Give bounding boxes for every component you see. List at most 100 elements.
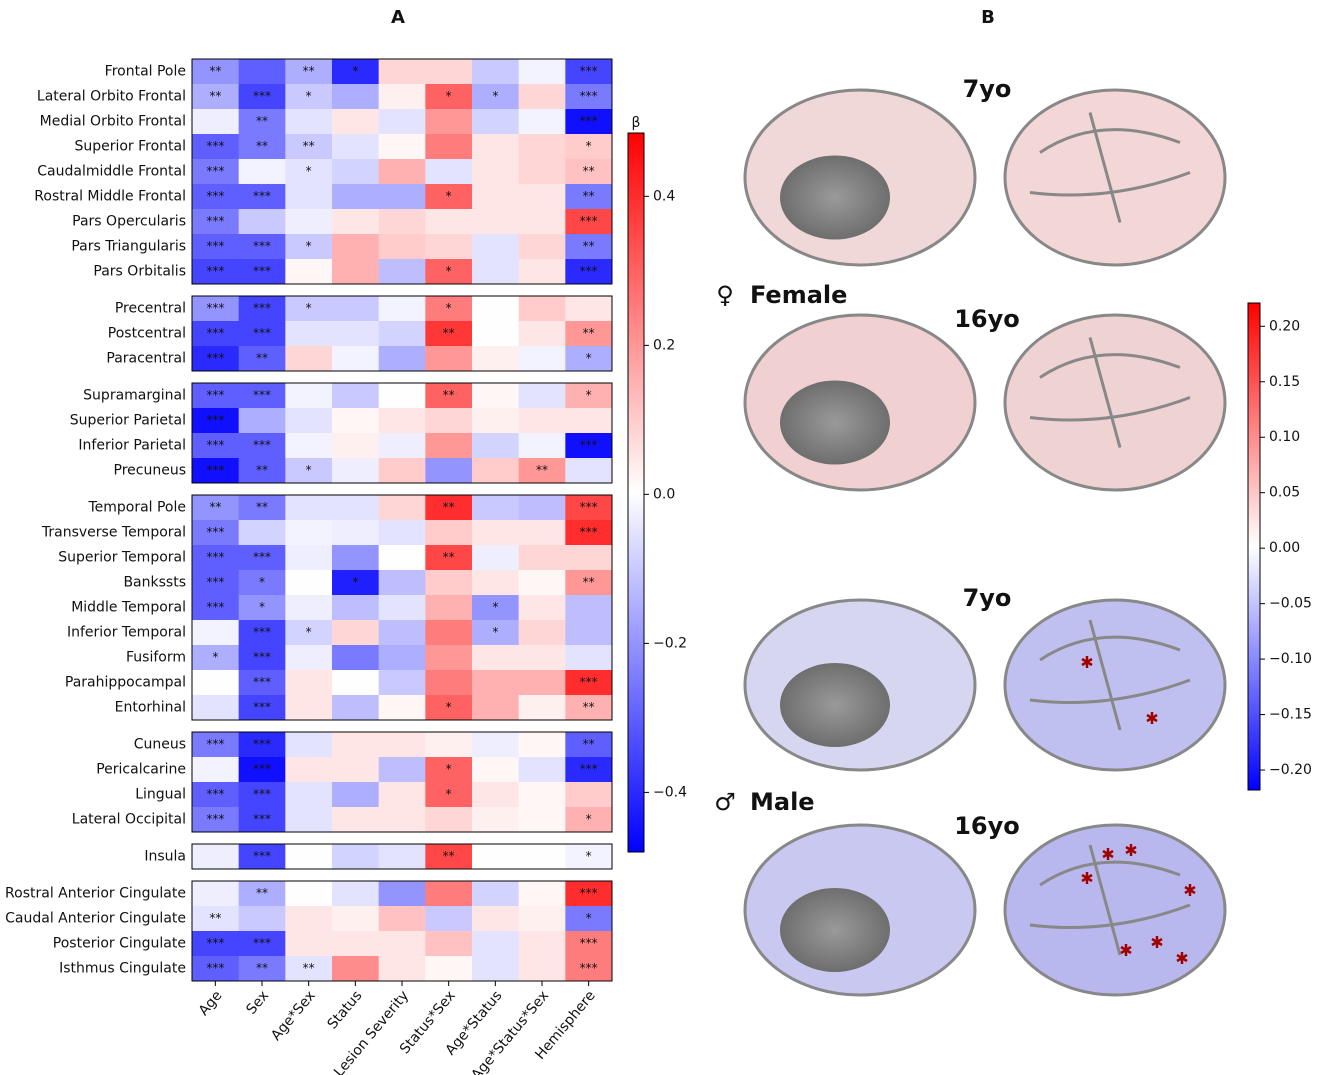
significance-stars: *: [352, 575, 358, 589]
heatmap-cell: [285, 346, 333, 372]
heatmap-cell: [238, 545, 286, 571]
heatmap-cell: [565, 931, 613, 957]
significance-stars: ***: [253, 849, 271, 863]
heatmap-cell: [238, 595, 286, 621]
heatmap-cell: [332, 433, 380, 459]
heatmap-cell: [192, 383, 240, 409]
heatmap-cell: [192, 296, 240, 322]
heatmap-cell: [518, 670, 566, 696]
significance-stars: ***: [580, 264, 598, 278]
heatmap-cell: [285, 757, 333, 783]
heatmap-cell: [565, 956, 613, 982]
colorbar-tick-label: 0.05: [1269, 485, 1300, 501]
heatmap-cell: [332, 931, 380, 957]
heatmap-cell: [472, 134, 520, 160]
significance-stars: **: [256, 500, 268, 514]
sulci: [1029, 619, 1191, 731]
brain-lateral: [1003, 598, 1227, 772]
heatmap-cell: [378, 433, 426, 459]
heatmap-cell: [565, 906, 613, 932]
significance-stars: ***: [206, 463, 224, 477]
heatmap-cell: [425, 807, 473, 833]
colorbar-tick-label: 0.0: [653, 486, 675, 502]
row-label: Postcentral: [108, 326, 186, 342]
heatmap-cell: [192, 956, 240, 982]
significance-stars: ***: [580, 214, 598, 228]
heatmap-cell: [425, 209, 473, 235]
heatmap-cell: [332, 346, 380, 372]
heatmap-cell: [425, 59, 473, 85]
significance-stars: **: [209, 64, 221, 78]
heatmap-cell: [565, 782, 613, 808]
colorbar-tick-label: 0.20: [1269, 318, 1300, 334]
heatmap-cell: [425, 408, 473, 434]
heatmap-cell: [332, 906, 380, 932]
heatmap-cell: [425, 84, 473, 110]
heatmap-cell: [425, 159, 473, 185]
row-label: Paracentral: [106, 351, 186, 367]
significance-stars: *: [492, 89, 498, 103]
panel-label: B: [981, 7, 995, 28]
significance-stars: ***: [206, 413, 224, 427]
heatmap-cell: [425, 757, 473, 783]
group-frame: [191, 731, 613, 833]
heatmap-cell: [238, 134, 286, 160]
row-label: Pars Triangularis: [71, 239, 186, 255]
heatmap-cell: [565, 346, 613, 372]
row-label: Pericalcarine: [96, 762, 186, 778]
heatmap-cell: [472, 881, 520, 907]
heatmap-cell: [565, 383, 613, 409]
heatmap-cell: [285, 159, 333, 185]
heatmap-cell: [378, 881, 426, 907]
heatmap-cell: [425, 570, 473, 596]
row-label: Rostral Anterior Cingulate: [5, 886, 186, 902]
heatmap-cell: [192, 321, 240, 347]
column-label: Age: [196, 988, 226, 1019]
heatmap-cell: [518, 645, 566, 671]
subcortex: [780, 663, 890, 747]
heatmap-cell: [472, 695, 520, 721]
heatmap-cell: [192, 732, 240, 758]
heatmap-cell: [472, 184, 520, 210]
heatmap-cell: [285, 844, 333, 870]
significance-stars: *: [446, 189, 452, 203]
row-label: Lateral Occipital: [72, 812, 186, 828]
heatmap-cell: [565, 296, 613, 322]
row-label: Superior Frontal: [74, 139, 186, 155]
significance-stars: **: [256, 463, 268, 477]
significance-stars: ***: [580, 936, 598, 950]
heatmap-cell: [518, 296, 566, 322]
age-label: 7yo: [963, 584, 1012, 612]
significance-stars: ***: [580, 961, 598, 975]
significance-stars: **: [209, 500, 221, 514]
heatmap-cell: [332, 956, 380, 982]
significance-stars: **: [303, 961, 315, 975]
heatmap-cell: [192, 570, 240, 596]
heatmap-cell: [425, 620, 473, 646]
row-label: Entorhinal: [115, 700, 186, 716]
heatmap-cell: [285, 184, 333, 210]
heatmap-cell: [192, 931, 240, 957]
heatmap-cell: [565, 184, 613, 210]
row-label: Caudal Anterior Cingulate: [5, 911, 186, 927]
heatmap-cell: [285, 134, 333, 160]
heatmap-cell: [518, 570, 566, 596]
heatmap-cell: [192, 595, 240, 621]
heatmap-cell: [565, 757, 613, 783]
heatmap-cell: [565, 59, 613, 85]
significance-stars: ***: [253, 189, 271, 203]
heatmap-cell: [238, 931, 286, 957]
heatmap-cell: [472, 209, 520, 235]
heatmap-cell: [238, 844, 286, 870]
heatmap-cell: [332, 134, 380, 160]
heatmap-cell: [378, 134, 426, 160]
significance-marker: [1151, 936, 1163, 948]
heatmap-cell: [518, 433, 566, 459]
heatmap-cell: [192, 159, 240, 185]
significance-stars: *: [259, 600, 265, 614]
significance-stars: **: [443, 849, 455, 863]
heatmap-cell: [192, 782, 240, 808]
heatmap-cell: [332, 881, 380, 907]
heatmap-cell: [425, 495, 473, 521]
significance-stars: ***: [253, 239, 271, 253]
